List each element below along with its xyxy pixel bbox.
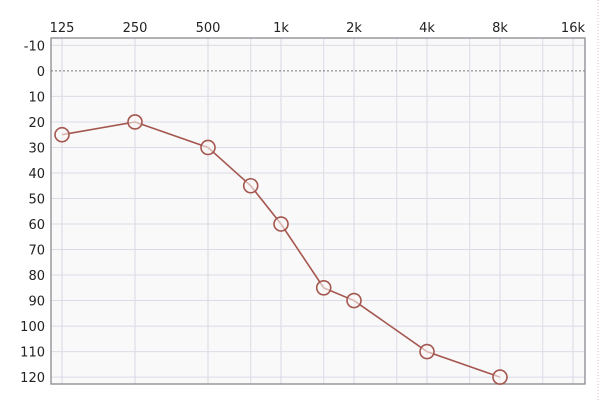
y-tick-label: 60 — [28, 218, 45, 233]
y-tick-label: 110 — [20, 346, 45, 361]
x-tick-label: 250 — [123, 21, 148, 36]
data-point-marker — [54, 126, 70, 143]
data-point-marker — [346, 292, 362, 309]
data-point-marker — [419, 343, 435, 360]
y-tick-label: 100 — [20, 320, 45, 335]
data-point-marker — [127, 114, 143, 130]
y-tick-label: 30 — [28, 141, 45, 156]
y-tick-label: 10 — [28, 90, 45, 105]
y-tick-label: 20 — [28, 116, 45, 131]
x-tick-label: 16k — [561, 21, 586, 36]
data-point-marker — [200, 139, 216, 156]
y-tick-label: 90 — [28, 295, 45, 310]
y-tick-label: -10 — [24, 39, 45, 54]
x-tick-label: 2k — [346, 21, 362, 36]
x-tick-label: 125 — [50, 21, 75, 36]
y-tick-label: 40 — [28, 167, 45, 182]
data-point-marker — [492, 369, 508, 385]
data-point-marker — [273, 216, 289, 232]
x-tick-label: 1k — [273, 21, 289, 36]
y-tick-label: 0 — [37, 65, 45, 80]
plot-area — [51, 38, 585, 384]
plot-frame — [50, 37, 586, 385]
x-tick-label: 500 — [196, 21, 221, 36]
y-tick-label: 120 — [20, 371, 45, 386]
data-point-marker — [242, 177, 259, 194]
x-tick-label: 4k — [419, 21, 435, 36]
y-tick-label: 50 — [28, 192, 45, 207]
data-point-marker — [315, 280, 332, 296]
x-tick-label: 8k — [492, 21, 508, 36]
y-tick-label: 80 — [28, 269, 45, 284]
y-tick-label: 70 — [28, 244, 45, 259]
